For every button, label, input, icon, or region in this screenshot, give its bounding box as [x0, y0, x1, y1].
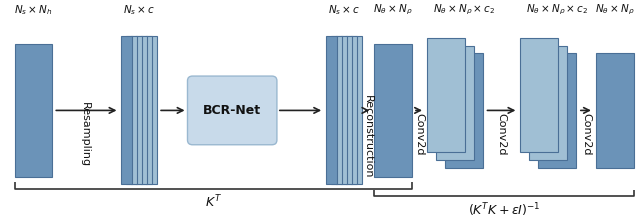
FancyBboxPatch shape: [188, 76, 277, 145]
Polygon shape: [538, 53, 576, 168]
Polygon shape: [445, 53, 483, 168]
Polygon shape: [126, 37, 138, 184]
Polygon shape: [596, 53, 634, 168]
Text: $N_\theta\times N_\rho\times c_2$: $N_\theta\times N_\rho\times c_2$: [526, 2, 588, 17]
Polygon shape: [427, 38, 465, 152]
Polygon shape: [529, 45, 567, 160]
Polygon shape: [520, 38, 558, 152]
Polygon shape: [147, 37, 157, 184]
Polygon shape: [122, 37, 132, 184]
Polygon shape: [141, 37, 152, 184]
Polygon shape: [336, 37, 347, 184]
Polygon shape: [346, 37, 357, 184]
Polygon shape: [436, 45, 474, 160]
Text: Conv2d: Conv2d: [581, 113, 591, 155]
Polygon shape: [374, 44, 412, 177]
Text: $N_\theta\times N_\rho$: $N_\theta\times N_\rho$: [373, 2, 413, 17]
Text: Conv2d: Conv2d: [415, 113, 424, 155]
Polygon shape: [341, 37, 352, 184]
Polygon shape: [351, 37, 362, 184]
Text: Reconstruction: Reconstruction: [363, 95, 373, 179]
Text: $N_s\times N_h$: $N_s\times N_h$: [14, 3, 52, 17]
Polygon shape: [331, 37, 342, 184]
Text: BCR-Net: BCR-Net: [203, 104, 261, 117]
Text: Conv2d: Conv2d: [497, 113, 506, 155]
Polygon shape: [136, 37, 147, 184]
Text: $N_s\times c$: $N_s\times c$: [328, 3, 360, 17]
Text: $N_\theta\times N_\rho\times c_2$: $N_\theta\times N_\rho\times c_2$: [433, 2, 495, 17]
Text: $K^T$: $K^T$: [205, 193, 222, 210]
Text: $N_s\times c$: $N_s\times c$: [124, 3, 156, 17]
Polygon shape: [15, 44, 52, 177]
Polygon shape: [131, 37, 142, 184]
Text: Resampling: Resampling: [80, 102, 90, 167]
Text: $N_\theta\times N_\rho$: $N_\theta\times N_\rho$: [595, 2, 634, 17]
Text: $(K^TK + \epsilon I)^{-1}$: $(K^TK + \epsilon I)^{-1}$: [468, 201, 540, 219]
Polygon shape: [326, 37, 337, 184]
